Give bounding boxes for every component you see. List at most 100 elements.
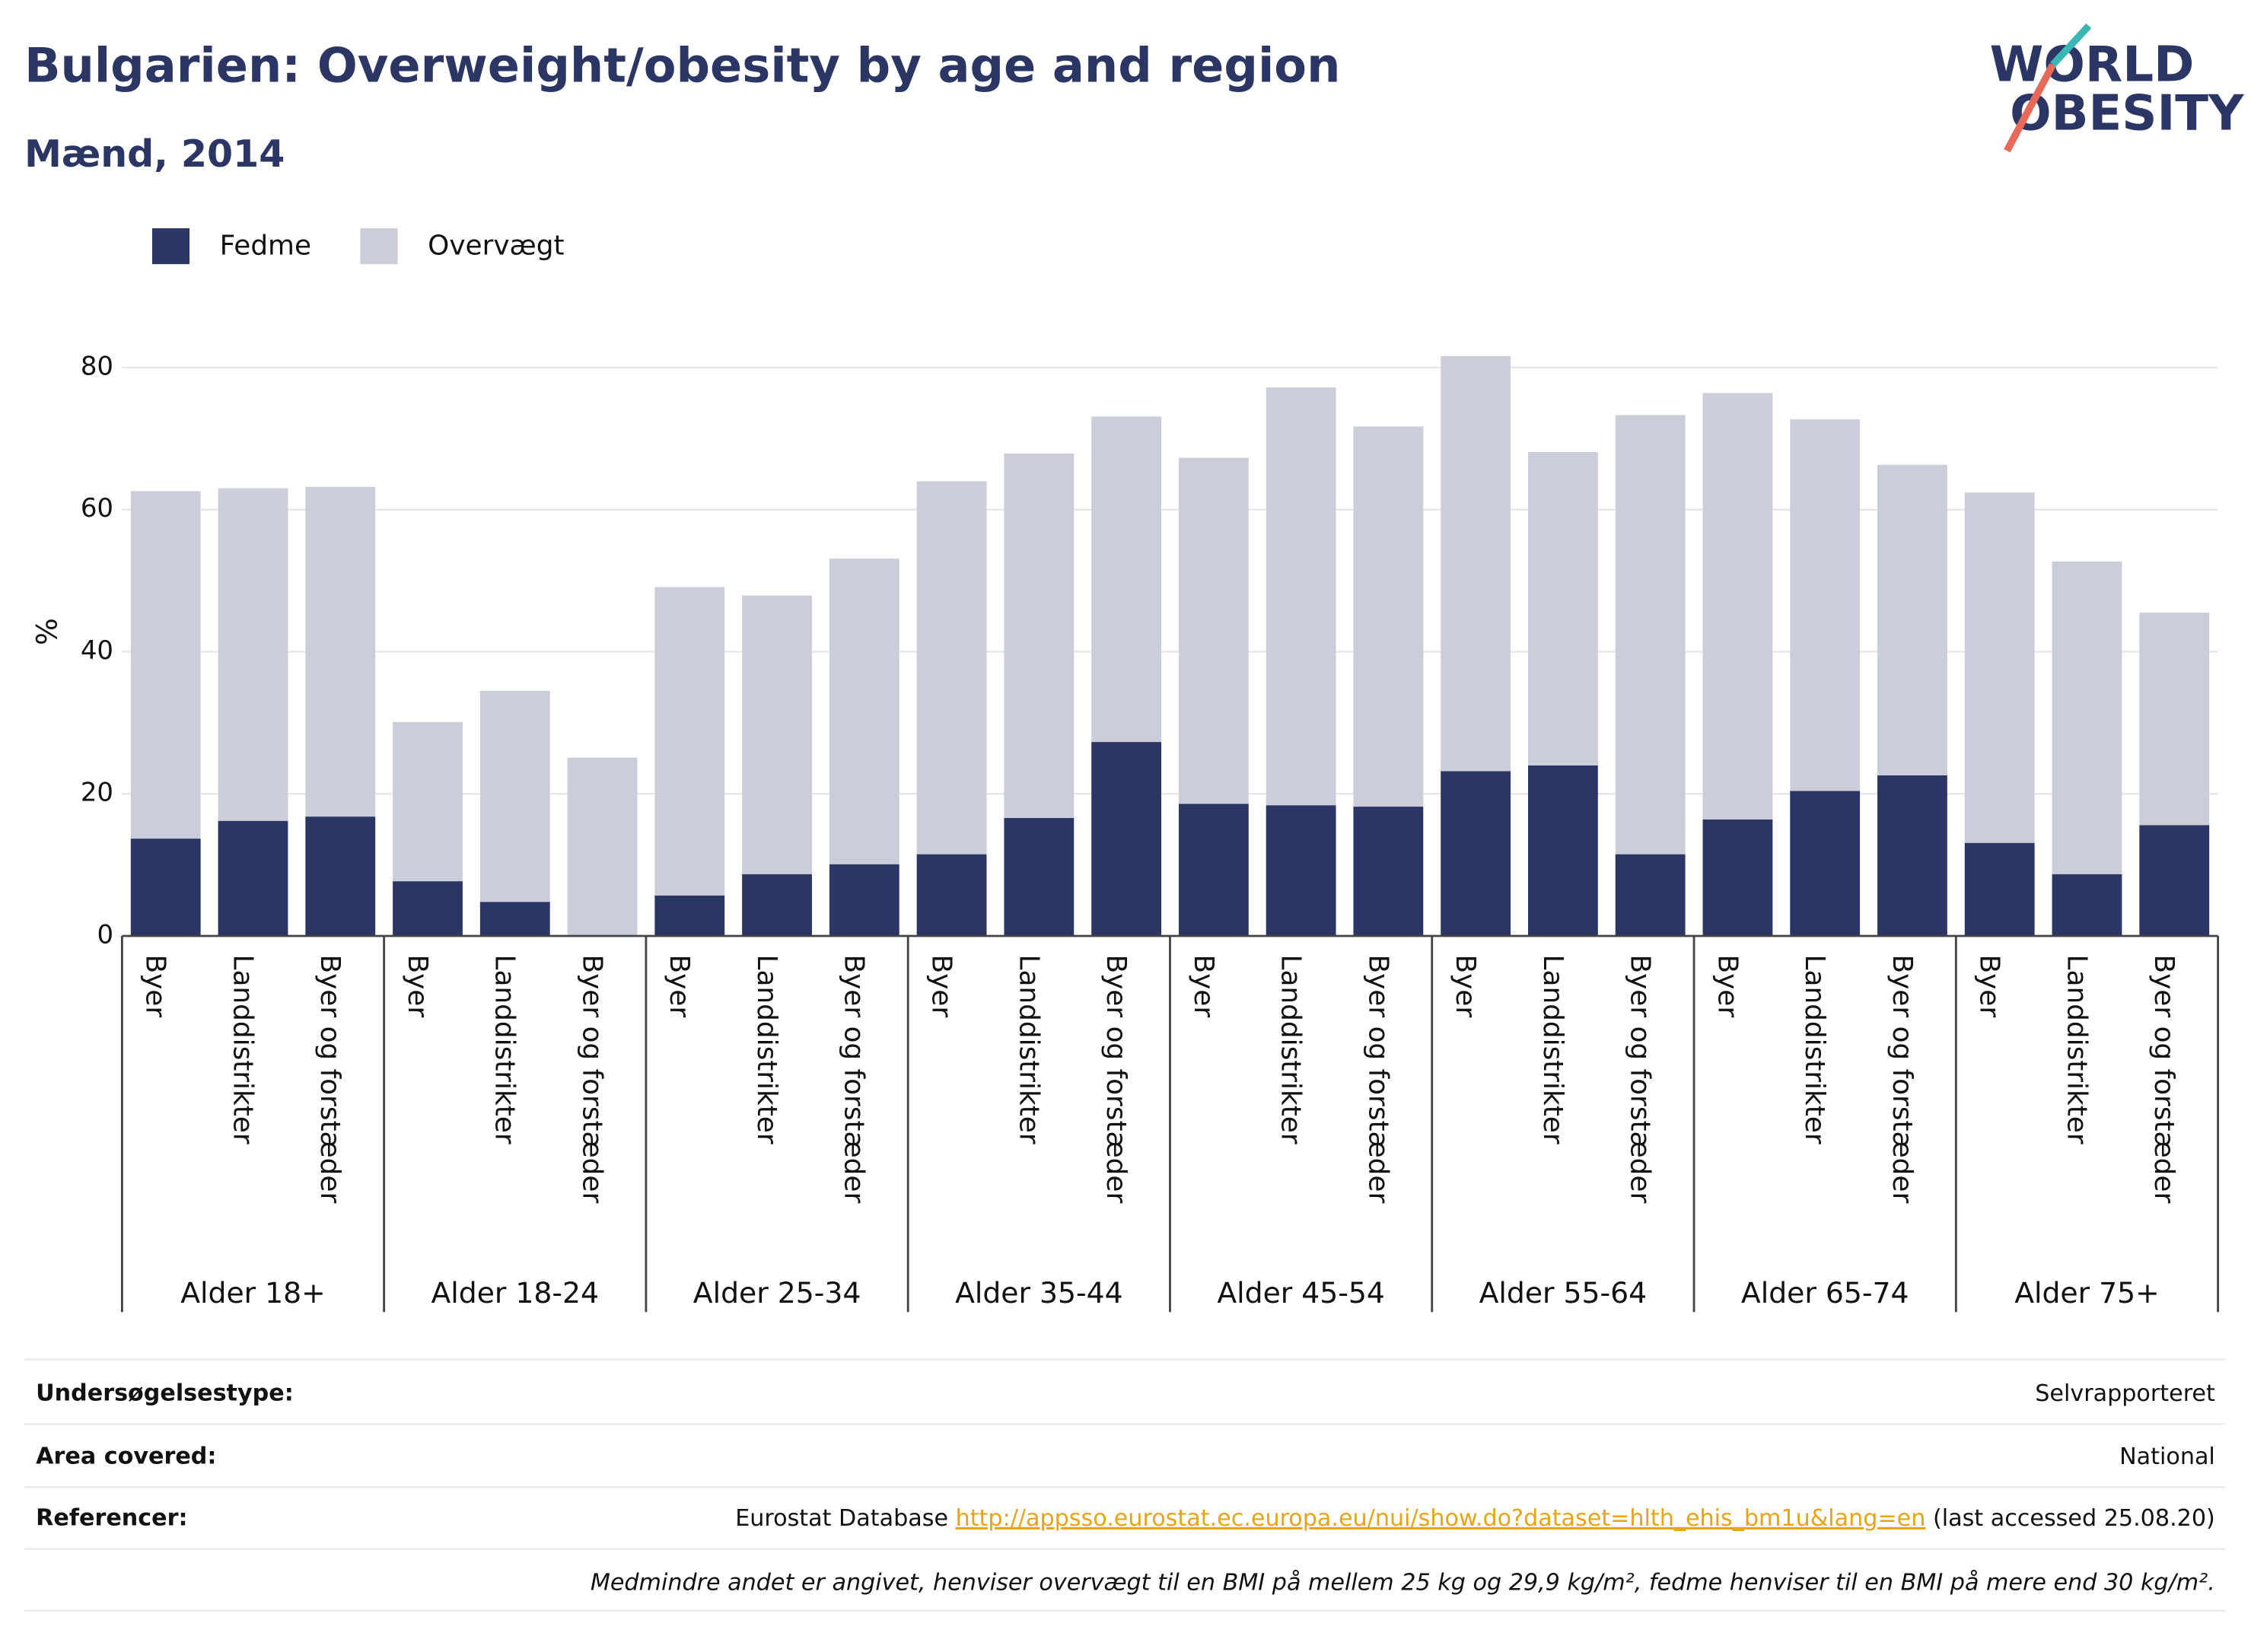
bar: [305, 816, 376, 937]
x-tick-label: Byer og forstæder: [2148, 955, 2179, 1204]
bar: [654, 587, 725, 896]
bar: [393, 721, 463, 882]
x-tick-label: Landdistrikter: [1013, 955, 1044, 1144]
footer-label: Referencer:: [36, 1504, 187, 1531]
bar: [218, 488, 288, 821]
bar: [1178, 457, 1249, 804]
group-label: Alder 65-74: [1741, 1276, 1909, 1310]
footer-value-text: National: [2119, 1443, 2215, 1469]
legend-label: Fedme: [220, 230, 311, 261]
bar: [1702, 393, 1773, 820]
bar: [479, 690, 550, 902]
bar: [393, 881, 463, 937]
footer-value: Selvrapporteret: [2035, 1380, 2215, 1406]
y-tick-label: 80: [81, 351, 113, 381]
bar: [1702, 819, 1773, 937]
x-tick-label: Landdistrikter: [489, 955, 521, 1144]
bar: [567, 757, 638, 937]
bar: [829, 864, 899, 937]
bar: [916, 854, 987, 937]
x-tick-label: Byer og forstæder: [1100, 955, 1132, 1204]
x-tick-label: Byer: [1974, 955, 2005, 1018]
bar: [654, 895, 725, 937]
bar: [1790, 419, 1861, 791]
bar: [1964, 492, 2035, 843]
bar: [1004, 453, 1075, 818]
logo-stroke: [2050, 23, 2092, 68]
x-tick-label: Byer: [1450, 955, 1481, 1018]
bar: [1266, 387, 1336, 806]
bar: [1091, 416, 1162, 743]
bar: [218, 820, 288, 937]
bar: [1441, 771, 1511, 937]
bar: [130, 491, 201, 839]
bar: [1964, 842, 2035, 937]
chart-title: Bulgarien: Overweight/obesity by age and…: [24, 38, 1340, 94]
bar: [479, 902, 550, 937]
bar: [2052, 561, 2122, 874]
bar: [1528, 452, 1598, 766]
bar: [1091, 742, 1162, 937]
bar: [1178, 804, 1249, 937]
bar: [1877, 464, 1947, 775]
logo-text: WORLD: [1990, 36, 2195, 93]
x-tick-label: Byer: [1188, 955, 1219, 1018]
group-label: Alder 35-44: [955, 1276, 1123, 1310]
group-label: Alder 55-64: [1479, 1276, 1648, 1310]
x-tick-label: Byer: [925, 955, 957, 1018]
logo-text: OBESITY: [2010, 84, 2245, 142]
footer-label: Area covered:: [36, 1443, 216, 1469]
y-tick-label: 60: [81, 493, 113, 524]
chart-subtitle: Mænd, 2014: [24, 132, 285, 176]
y-tick-label: 20: [81, 778, 113, 808]
x-tick-label: Byer og forstæder: [1362, 955, 1393, 1204]
footer-value: Eurostat Database http://appsso.eurostat…: [735, 1504, 2215, 1531]
footer-note: Medmindre andet er angivet, henviser ove…: [591, 1569, 2215, 1596]
y-axis-label: %: [30, 618, 64, 645]
group-label: Alder 75+: [2014, 1276, 2160, 1310]
x-tick-label: Landdistrikter: [227, 955, 258, 1144]
footer-link: http://appsso.eurostat.ec.europa.eu/nui/…: [956, 1504, 1926, 1531]
bar: [1004, 817, 1075, 937]
bar: [2139, 825, 2210, 937]
group-label: Alder 18-24: [431, 1276, 600, 1310]
bar: [742, 595, 812, 874]
bar: [1441, 356, 1511, 772]
x-tick-label: Byer: [664, 955, 695, 1018]
x-tick-label: Byer: [1711, 955, 1743, 1018]
logo-stroke: [2004, 62, 2056, 153]
footer-value-text: Selvrapporteret: [2035, 1380, 2215, 1406]
legend-swatch: [360, 228, 398, 265]
x-tick-label: Landdistrikter: [1799, 955, 1830, 1144]
x-tick-label: Byer: [402, 955, 433, 1018]
x-tick-label: Landdistrikter: [1275, 955, 1307, 1144]
bar: [916, 481, 987, 855]
bar: [1528, 765, 1598, 937]
x-tick-label: Byer og forstæder: [314, 955, 345, 1204]
x-tick-label: Byer og forstæder: [1625, 955, 1656, 1204]
bar: [305, 486, 376, 817]
footer-label: Undersøgelsestype:: [36, 1380, 294, 1406]
footer-suffix: (last accessed 25.08.20): [1933, 1504, 2215, 1531]
footer-value: National: [2119, 1443, 2215, 1469]
legend-label: Overvægt: [428, 230, 564, 261]
bar: [1615, 854, 1686, 937]
bar: [742, 874, 812, 937]
bar: [2139, 613, 2210, 826]
group-label: Alder 18+: [180, 1276, 326, 1310]
footer-value-text: Eurostat Database: [735, 1504, 948, 1531]
bar: [1615, 415, 1686, 855]
bar: [130, 839, 201, 937]
group-label: Alder 45-54: [1217, 1276, 1385, 1310]
x-tick-label: Landdistrikter: [2061, 955, 2092, 1144]
bar: [829, 559, 899, 864]
y-tick-label: 0: [97, 920, 113, 950]
x-tick-label: Landdistrikter: [751, 955, 782, 1144]
bar: [1877, 775, 1947, 937]
bar: [2052, 874, 2122, 937]
bar: [1266, 805, 1336, 937]
x-tick-label: Byer: [140, 955, 171, 1018]
bar: [1353, 807, 1424, 937]
bar: [1790, 791, 1861, 937]
y-tick-label: 40: [81, 635, 113, 666]
